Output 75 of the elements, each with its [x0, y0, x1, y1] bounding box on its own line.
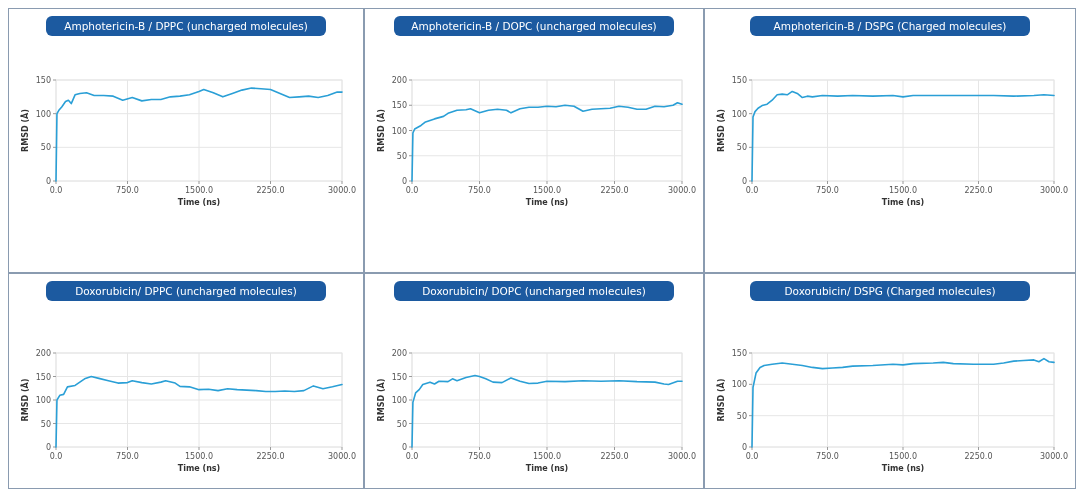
x-axis-title: Time (ns)	[881, 464, 925, 473]
y-tick-label: 100	[35, 396, 51, 405]
chart-title: Doxorubicin/ DPPC (uncharged molecules)	[75, 285, 297, 297]
x-tick-label: 3000.0	[328, 186, 356, 195]
x-tick-label: 3000.0	[328, 452, 356, 461]
chart-title: Doxorubicin/ DOPC (uncharged molecules)	[422, 285, 646, 297]
x-tick-label: 2250.0	[964, 452, 993, 461]
y-tick-label: 150	[35, 372, 51, 382]
x-axis-title: Time (ns)	[525, 464, 569, 473]
y-tick-label: 100	[391, 126, 407, 136]
x-tick-label: 0.0	[49, 186, 63, 195]
chart-title: Amphotericin-B / DSPG (Charged molecules)	[773, 20, 1007, 32]
x-tick-label: 750.0	[116, 452, 139, 461]
x-tick-label: 750.0	[816, 186, 839, 195]
y-tick-label: 50	[40, 143, 51, 153]
x-tick-label: 1500.0	[533, 452, 561, 461]
y-axis-title: RMSD (Å)	[376, 378, 386, 422]
y-tick-label: 200	[391, 76, 407, 85]
x-axis-title: Time (ns)	[177, 198, 221, 207]
y-tick-label: 100	[391, 396, 407, 405]
x-tick-label: 1500.0	[889, 186, 917, 195]
x-tick-label: 1500.0	[185, 186, 213, 195]
y-tick-label: 150	[731, 349, 747, 358]
y-tick-label: 0	[401, 177, 407, 186]
x-tick-label: 3000.0	[1040, 186, 1068, 195]
y-tick-label: 50	[736, 411, 747, 421]
y-tick-label: 50	[736, 143, 747, 153]
y-tick-label: 50	[396, 151, 407, 161]
x-tick-label: 3000.0	[1040, 452, 1068, 461]
x-tick-label: 3000.0	[668, 452, 696, 461]
y-tick-label: 150	[731, 76, 747, 85]
y-axis-title: RMSD (Å)	[716, 378, 726, 422]
x-tick-label: 0.0	[745, 452, 759, 461]
y-tick-label: 100	[35, 109, 51, 119]
y-tick-label: 0	[741, 177, 747, 186]
x-tick-label: 2250.0	[600, 452, 629, 461]
y-tick-label: 0	[45, 177, 51, 186]
y-axis-title: RMSD (Å)	[376, 109, 386, 152]
y-tick-label: 150	[35, 76, 51, 85]
chart-title: Doxorubicin/ DSPG (Charged molecules)	[784, 285, 996, 297]
x-tick-label: 1500.0	[889, 452, 917, 461]
y-tick-label: 0	[741, 443, 747, 452]
x-tick-label: 2250.0	[600, 186, 629, 195]
y-tick-label: 150	[391, 372, 407, 382]
y-tick-label: 200	[391, 349, 407, 358]
x-axis-title: Time (ns)	[525, 198, 569, 207]
x-tick-label: 750.0	[468, 186, 491, 195]
x-tick-label: 0.0	[745, 186, 759, 195]
y-tick-label: 50	[396, 419, 407, 429]
chart-title: Amphotericin-B / DOPC (uncharged molecules)	[411, 20, 657, 32]
y-tick-label: 150	[391, 101, 407, 111]
y-tick-label: 100	[731, 380, 747, 390]
x-tick-label: 1500.0	[185, 452, 213, 461]
y-tick-label: 100	[731, 109, 747, 119]
x-tick-label: 2250.0	[256, 452, 285, 461]
y-axis-title: RMSD (Å)	[20, 378, 30, 422]
x-tick-label: 0.0	[49, 452, 63, 461]
y-axis-title: RMSD (Å)	[716, 109, 726, 152]
y-tick-label: 50	[40, 419, 51, 429]
x-axis-title: Time (ns)	[881, 198, 925, 207]
x-tick-label: 750.0	[468, 452, 491, 461]
y-axis-title: RMSD (Å)	[20, 109, 30, 152]
chart-title: Amphotericin-B / DPPC (uncharged molecules)	[64, 20, 308, 32]
y-tick-label: 0	[401, 443, 407, 452]
x-tick-label: 2250.0	[964, 186, 993, 195]
x-tick-label: 750.0	[116, 186, 139, 195]
x-tick-label: 1500.0	[533, 186, 561, 195]
x-tick-label: 0.0	[405, 452, 419, 461]
y-tick-label: 0	[45, 443, 51, 452]
x-axis-title: Time (ns)	[177, 464, 221, 473]
x-tick-label: 0.0	[405, 186, 419, 195]
x-tick-label: 3000.0	[668, 186, 696, 195]
y-tick-label: 200	[35, 349, 51, 358]
x-tick-label: 2250.0	[256, 186, 285, 195]
x-tick-label: 750.0	[816, 452, 839, 461]
